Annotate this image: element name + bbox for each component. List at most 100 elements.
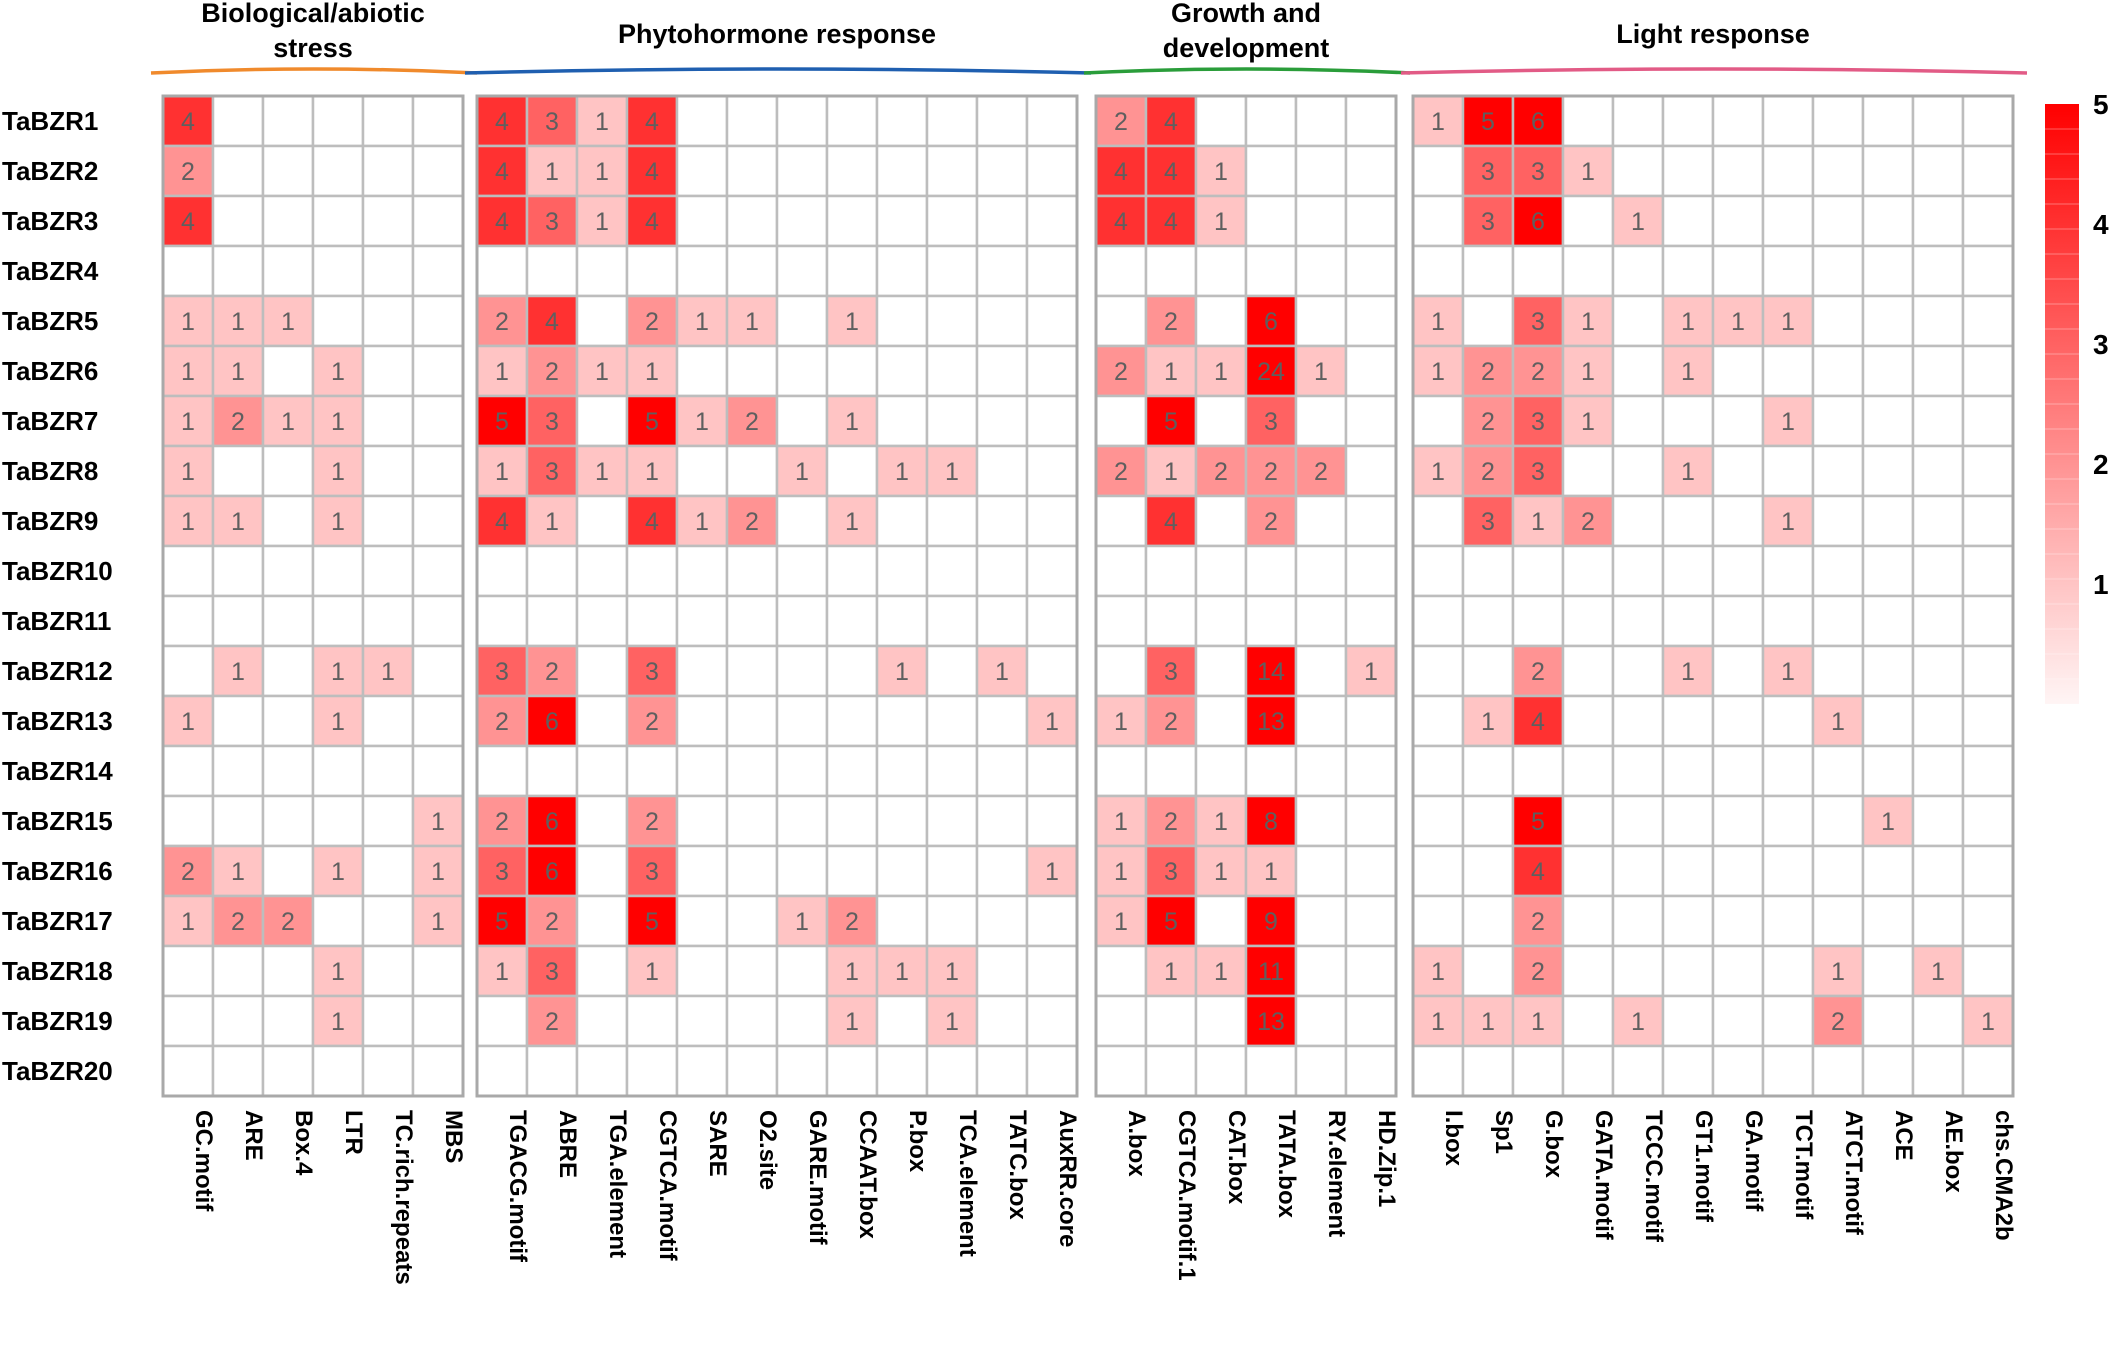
- heatmap-cell: [1761, 694, 1815, 748]
- row-label: TaBZR18: [2, 956, 113, 986]
- heatmap-cell: [625, 244, 679, 298]
- heatmap-cell: [1294, 544, 1348, 598]
- column-label: ATCT.motif: [1840, 1110, 1867, 1236]
- heatmap-cell: [575, 344, 629, 398]
- heatmap-cell: [361, 144, 415, 198]
- heatmap-cell: [1711, 444, 1765, 498]
- heatmap-group-light-response: 1 5 6 3 3 1 3 6 1 1 3 1 1 1 1 1 2 2 1 1 2 3 1 1 1 2 3 1 3 1 2 1 2 1 1 1 4 1 5 1…: [1411, 94, 2015, 1098]
- heatmap-cell: [525, 644, 579, 698]
- heatmap-cell: [261, 94, 315, 148]
- heatmap-cell: [775, 544, 829, 598]
- heatmap-cell: [875, 694, 929, 748]
- heatmap-cell: [775, 194, 829, 248]
- heatmap-cell: [1611, 794, 1665, 848]
- cell-value-label: 1: [495, 458, 509, 486]
- heatmap-cell: [775, 344, 829, 398]
- group-title: Biological/abiotic: [201, 0, 425, 28]
- heatmap-cell: [1611, 344, 1665, 398]
- heatmap-cell: [1461, 744, 1515, 798]
- heatmap-cell: [1294, 1044, 1348, 1098]
- cell-value-label: 1: [945, 958, 959, 986]
- heatmap-cell: [775, 794, 829, 848]
- legend-tick-label: 5: [2093, 89, 2109, 120]
- cell-value-label: 1: [1881, 808, 1895, 836]
- heatmap-group-biological-abiotic-stress: 4 2 4 1 1 1 1 1 1 1 2 1 1 1 1 1 1 1 1 1 1 1 1 1 2 1 1 1 1 2 2 1 1 1: [161, 94, 465, 1098]
- heatmap-cell: [975, 494, 1029, 548]
- heatmap-cell: [1344, 394, 1398, 448]
- heatmap-cell: [1961, 494, 2015, 548]
- heatmap-cell: [1811, 1044, 1865, 1098]
- heatmap-cell: [311, 794, 365, 848]
- heatmap-cell: [1911, 594, 1965, 648]
- heatmap-cell: [1861, 244, 1915, 298]
- heatmap-cell: [675, 994, 729, 1048]
- heatmap-cell: [1025, 744, 1079, 798]
- cell-value-label: 1: [1831, 708, 1845, 736]
- heatmap-cell: [211, 794, 265, 848]
- cell-value-label: 5: [1164, 408, 1178, 436]
- cell-value-label: 1: [1631, 1008, 1645, 1036]
- heatmap-cell: [1811, 194, 1865, 248]
- heatmap-cell: [1711, 694, 1765, 748]
- cell-value-label: 1: [695, 508, 709, 536]
- heatmap-cell: [725, 994, 779, 1048]
- heatmap-cell: [1761, 444, 1815, 498]
- cell-value-label: 1: [845, 308, 859, 336]
- heatmap-cell: [525, 594, 579, 648]
- heatmap-cell: [211, 94, 265, 148]
- heatmap-cell: [825, 194, 879, 248]
- cell-value-label: 1: [595, 358, 609, 386]
- cell-value-label: 4: [1164, 208, 1178, 236]
- heatmap-cell: [1911, 344, 1965, 398]
- heatmap-cell: [1711, 594, 1765, 648]
- cell-value-label: 1: [545, 158, 559, 186]
- heatmap-cell: [361, 194, 415, 248]
- heatmap-cell: [1411, 394, 1465, 448]
- column-label: A.box: [1123, 1110, 1150, 1177]
- heatmap-cell: [775, 394, 829, 448]
- heatmap-cell: [925, 894, 979, 948]
- heatmap-cell: [725, 144, 779, 198]
- column-label: CGTCA.motif: [654, 1110, 681, 1262]
- group-frame: [1094, 94, 1398, 1098]
- heatmap-cell: [525, 194, 579, 248]
- cell-value-label: 5: [1531, 808, 1545, 836]
- heatmap-cell: [975, 294, 1029, 348]
- heatmap-cell: [1344, 744, 1398, 798]
- heatmap-cell: [725, 794, 779, 848]
- heatmap-cell: [1711, 894, 1765, 948]
- cell-value-label: 4: [545, 308, 559, 336]
- heatmap-cell: [1025, 494, 1079, 548]
- heatmap-cell: [1861, 444, 1915, 498]
- heatmap-cell: [1411, 494, 1465, 548]
- cell-value-label: 1: [595, 158, 609, 186]
- row-label: TaBZR9: [2, 506, 98, 536]
- cell-value-label: 1: [1364, 658, 1378, 686]
- heatmap-cell: [1025, 394, 1079, 448]
- cell-value-label: 2: [545, 358, 559, 386]
- heatmap-cell: [1911, 694, 1965, 748]
- heatmap-cell: [1144, 894, 1198, 948]
- heatmap-cell: [1025, 594, 1079, 648]
- heatmap-cell: [1561, 1044, 1615, 1098]
- heatmap-cell: [875, 794, 929, 848]
- cell-value-label: 5: [495, 908, 509, 936]
- heatmap-cell: [1025, 444, 1079, 498]
- heatmap-cell: [875, 194, 929, 248]
- heatmap-cell: [411, 394, 465, 448]
- heatmap-cell: [1561, 444, 1615, 498]
- cell-value-label: 1: [331, 958, 345, 986]
- heatmap-cell: [261, 944, 315, 998]
- cell-value-label: 1: [845, 408, 859, 436]
- cell-value-label: 4: [1114, 158, 1128, 186]
- heatmap-cell: [1094, 694, 1148, 748]
- cell-value-label: 1: [645, 358, 659, 386]
- heatmap-cell: [1094, 744, 1148, 798]
- heatmap-cell: [975, 144, 1029, 198]
- heatmap-cell: [361, 594, 415, 648]
- cell-value-label: 1: [545, 508, 559, 536]
- heatmap-cell: [525, 544, 579, 598]
- heatmap-cell: [261, 894, 315, 948]
- cell-value-label: 3: [1531, 408, 1545, 436]
- heatmap-cell: [1811, 144, 1865, 198]
